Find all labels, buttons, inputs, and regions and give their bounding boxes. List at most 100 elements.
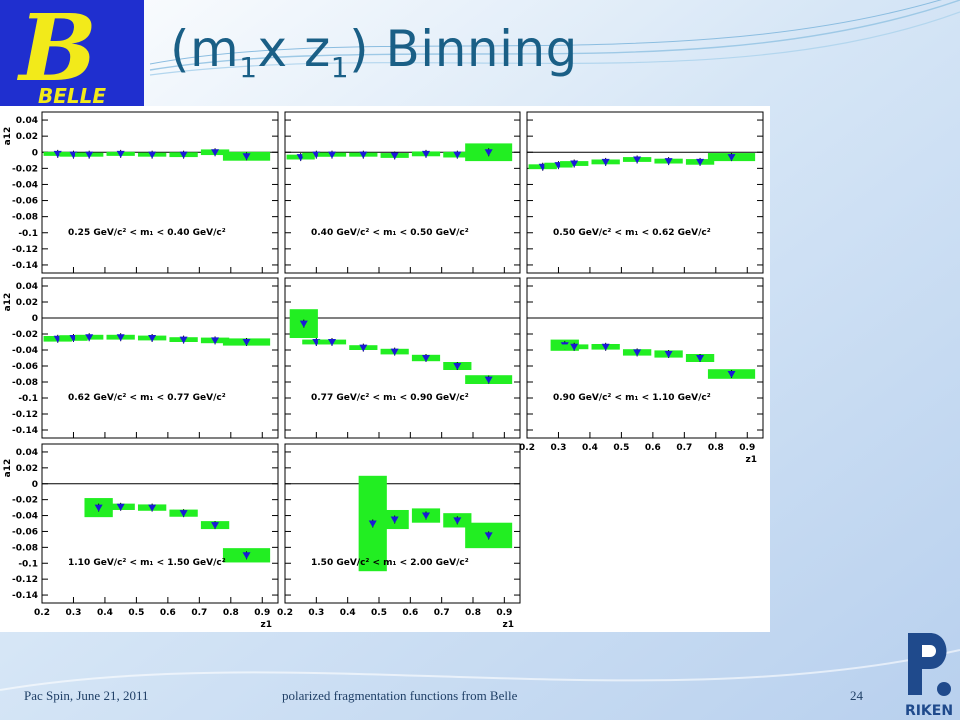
panel-7: 0.04 0.02 0 -0.02 -0.04 -0.06 -0.08 -0.1 -0.12 -0…: [3, 443, 279, 630]
y-tick-label: -0.1: [18, 394, 38, 404]
data-point: [696, 158, 705, 166]
data-point: [390, 516, 399, 524]
data-point: [359, 344, 368, 352]
panel-1: 0.04 0.02 0 -0.02 -0.04 -0.06 -0.08 -0.1 -0.12 -0…: [3, 111, 279, 274]
y-tick-label: -0.04: [12, 512, 38, 522]
x-axis-label: z1: [260, 620, 272, 630]
data-point: [211, 149, 220, 157]
panel-3: 0.50 GeV/c² < m₁ < 0.62 GeV/c²: [526, 111, 764, 274]
panel-label: 0.25 GeV/c² < m₁ < 0.40 GeV/c²: [68, 228, 226, 238]
x-tick-label: 0.7: [191, 608, 207, 618]
x-tick-label: 0.8: [465, 608, 481, 618]
x-tick-label: 0.5: [128, 608, 144, 618]
y-tick-label: -0.06: [12, 527, 38, 537]
panel-label: 1.10 GeV/c² < m₁ < 1.50 GeV/c²: [68, 558, 226, 568]
y-tick-label: -0.06: [12, 197, 38, 207]
data-point: [299, 320, 308, 328]
y-tick-label: -0.04: [12, 346, 38, 356]
panel-label: 0.40 GeV/c² < m₁ < 0.50 GeV/c²: [311, 228, 469, 238]
x-tick-label: 0.4: [582, 443, 598, 453]
data-point: [453, 517, 462, 525]
data-point: [484, 149, 493, 157]
y-tick-label: 0.04: [16, 282, 38, 292]
data-point: [242, 153, 251, 161]
y-tick-label: 0.04: [16, 448, 38, 458]
logo-letter: B: [16, 0, 97, 102]
data-point: [633, 349, 642, 357]
y-tick-label: -0.02: [12, 330, 38, 340]
data-point: [484, 532, 493, 540]
data-point: [211, 522, 220, 530]
panel-5: 0.77 GeV/c² < m₁ < 0.90 GeV/c²: [284, 277, 521, 439]
page-number: 24: [850, 688, 863, 703]
y-tick-label: -0.12: [12, 245, 38, 255]
data-point: [211, 337, 220, 345]
footer-title: polarized fragmentation functions from B…: [282, 688, 518, 703]
panel-frame: [41, 111, 279, 274]
data-point: [179, 510, 188, 518]
panel-label: 0.77 GeV/c² < m₁ < 0.90 GeV/c²: [311, 393, 469, 403]
x-tick-label: 0.9: [496, 608, 512, 618]
footer-date: Pac Spin, June 21, 2011: [24, 688, 149, 703]
y-tick-label: -0.12: [12, 575, 38, 585]
data-point: [484, 376, 493, 384]
x-tick-label: 0.6: [645, 443, 661, 453]
data-point: [368, 520, 377, 528]
data-point: [664, 351, 673, 358]
riken-text: RIKEN: [905, 703, 953, 719]
data-point: [116, 503, 125, 511]
data-point: [116, 150, 125, 158]
panel-label: 0.50 GeV/c² < m₁ < 0.62 GeV/c²: [553, 228, 711, 238]
logo-text: BELLE: [38, 84, 106, 108]
data-point: [116, 334, 125, 342]
x-tick-label: 0.7: [434, 608, 450, 618]
y-tick-label: -0.02: [12, 496, 38, 506]
data-point: [390, 152, 399, 160]
y-tick-label: -0.14: [12, 261, 38, 271]
x-tick-label: 0.6: [402, 608, 418, 618]
x-tick-label: 0.5: [613, 443, 629, 453]
panel-label: 0.90 GeV/c² < m₁ < 1.10 GeV/c²: [553, 393, 711, 403]
data-point: [453, 151, 462, 159]
x-tick-label: 0.8: [223, 608, 239, 618]
y-tick-label: -0.14: [12, 591, 38, 601]
y-axis-label: a12: [3, 293, 13, 312]
data-point: [179, 336, 188, 344]
y-tick-label: -0.02: [12, 164, 38, 174]
y-tick-label: 0: [32, 480, 38, 490]
panel-frame: [41, 443, 279, 604]
y-axis-label: a12: [3, 127, 13, 146]
y-axis-label: a12: [3, 459, 13, 478]
chart: 0.04 0.02 0 -0.02 -0.04 -0.06 -0.08 -0.1 -0.12 -0…: [0, 106, 770, 632]
x-tick-label: 0.6: [160, 608, 176, 618]
data-point: [664, 158, 673, 166]
y-tick-label: -0.06: [12, 362, 38, 372]
data-point: [601, 343, 610, 351]
panel-frame: [526, 111, 764, 274]
y-tick-label: 0: [32, 148, 38, 158]
x-tick-label: 0.3: [65, 608, 81, 618]
data-point: [390, 348, 399, 356]
y-tick-label: 0.02: [16, 298, 38, 308]
y-tick-label: 0.02: [16, 464, 38, 474]
data-point: [696, 355, 705, 362]
x-tick-label: 0.2: [277, 608, 293, 618]
panel-frame: [526, 277, 764, 439]
x-tick-label: 0.5: [371, 608, 387, 618]
panel-frame: [284, 277, 521, 439]
panel-4: 0.04 0.02 0 -0.02 -0.04 -0.06 -0.08 -0.1 -0.12 -0…: [3, 277, 279, 439]
x-axis-label: z1: [502, 620, 514, 630]
panel-frame: [41, 277, 279, 439]
data-point: [422, 150, 430, 158]
x-tick-label: 0.2: [519, 443, 535, 453]
data-point: [422, 355, 430, 362]
panel-8: 0.2 0.3 0.4 0.5 0.6 0.7 0.8 0.9 z1 1.50 GeV/c² < …: [277, 443, 521, 630]
y-tick-label: 0.04: [16, 116, 38, 126]
x-tick-label: 0.3: [308, 608, 324, 618]
data-point: [570, 343, 579, 351]
data-point: [85, 334, 94, 342]
data-point: [148, 335, 157, 342]
y-tick-label: 0.02: [16, 132, 38, 142]
page-title: (m1x z1) Binning: [170, 20, 578, 84]
data-point: [242, 339, 251, 346]
